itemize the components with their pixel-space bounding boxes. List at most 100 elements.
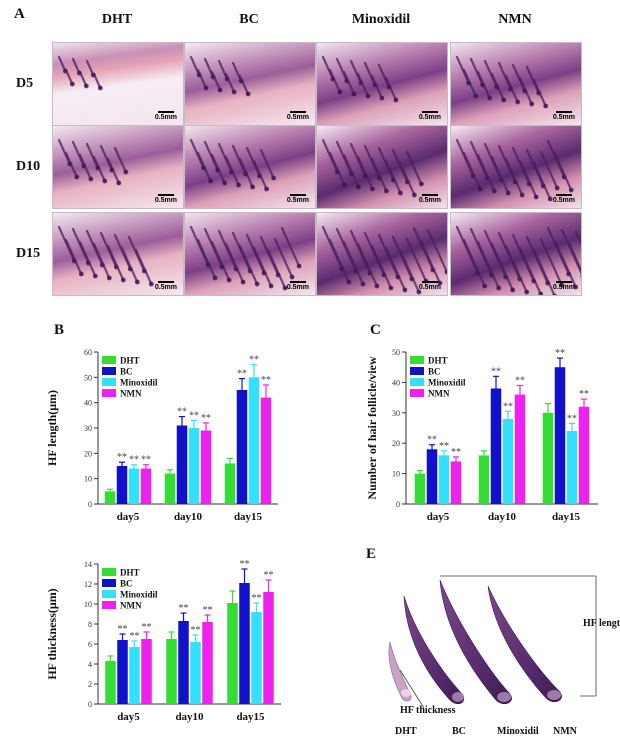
y-tick-label: 10: [84, 475, 92, 484]
x-category-label: day15: [552, 511, 581, 523]
y-tick-label: 4: [88, 660, 92, 669]
scale-bar: 0.5mm: [287, 194, 309, 204]
legend-swatch-dht: [410, 356, 424, 364]
bar-dht-day10: [478, 455, 490, 504]
y-tick-label: 50: [392, 348, 400, 357]
legend-swatch-minoxidil: [102, 378, 116, 386]
legend-label-dht: DHT: [428, 356, 448, 366]
row-header-d15: D15: [16, 246, 41, 261]
bar-dht-day10: [166, 639, 177, 704]
micrograph-bc-d5: 0.5mm: [184, 42, 316, 126]
bar-nmn-day15: [263, 592, 274, 704]
row-header-d10: D10: [16, 159, 41, 174]
significance-mark: **: [249, 355, 259, 366]
legend-swatch-dht: [102, 356, 116, 364]
legend-swatch-minoxidil: [410, 378, 424, 386]
y-tick-label: 10: [392, 470, 400, 479]
scale-bar: 0.5mm: [553, 111, 575, 121]
x-category-label: day5: [117, 711, 140, 723]
significance-mark: **: [240, 559, 250, 570]
micrograph-nmn-d5: 0.5mm: [450, 42, 582, 126]
y-tick-label: 6: [88, 640, 92, 649]
x-category-label: day5: [427, 511, 450, 523]
column-header-nmn: NMN: [498, 12, 532, 27]
significance-mark: **: [118, 624, 128, 635]
bar-dht-day15: [227, 603, 238, 704]
follicle-minoxidil: [439, 579, 512, 705]
e-group-minoxidil: Minoxidil: [497, 726, 539, 737]
bar-bc-day5: [117, 640, 128, 704]
column-header-dht: DHT: [101, 12, 133, 27]
legend-swatch-nmn: [102, 601, 116, 609]
significance-mark: **: [237, 369, 247, 380]
panel-letter-b: B: [54, 322, 64, 338]
micrograph-dht-d10: 0.5mm: [52, 125, 184, 209]
y-tick-label: 20: [84, 449, 92, 458]
bar-minoxidil-day15: [566, 431, 578, 504]
scale-bar: 0.5mm: [419, 111, 441, 121]
bar-nmn-day5: [141, 639, 152, 704]
bar-minoxidil-day15: [251, 612, 262, 704]
micrograph-dht-d5: 0.5mm: [52, 42, 184, 126]
significance-mark: **: [451, 447, 461, 458]
y-axis-label: HF thickness(μm): [45, 588, 59, 679]
scale-bar: 0.5mm: [419, 281, 441, 291]
bar-bc-day15: [239, 583, 250, 704]
significance-mark: **: [252, 593, 262, 604]
y-tick-label: 0: [88, 500, 92, 509]
bar-bc-day5: [116, 466, 128, 504]
x-category-label: day10: [175, 711, 204, 723]
significance-mark: **: [264, 570, 274, 581]
bar-minoxidil-day5: [129, 647, 140, 704]
bar-dht-day5: [104, 491, 116, 504]
y-tick-label: 40: [84, 399, 92, 408]
hf-thickness-label: HF thickness: [400, 705, 456, 716]
panel-letter-c: C: [370, 322, 381, 338]
scale-bar: 0.5mm: [287, 111, 309, 121]
bar-bc-day15: [236, 390, 248, 504]
bar-dht-day10: [164, 473, 176, 504]
bar-dht-day5: [105, 661, 116, 704]
legend-swatch-dht: [102, 568, 116, 576]
significance-mark: **: [261, 375, 271, 386]
legend-swatch-bc: [102, 579, 116, 587]
chart-c-hair-follicle-count: C 0 10 20 30 40 50 Number of hair follicle/view…: [365, 322, 598, 523]
bar-dht-day15: [224, 463, 236, 504]
legend-swatch-nmn: [410, 389, 424, 397]
legend-label-dht: DHT: [120, 356, 140, 366]
follicle-dht: [388, 641, 412, 702]
hf-length-label: HF length: [583, 618, 620, 629]
bar-nmn-day10: [200, 430, 212, 504]
y-tick-label: 30: [392, 409, 400, 418]
legend-swatch-nmn: [102, 389, 116, 397]
legend-swatch-bc: [102, 367, 116, 375]
bar-minoxidil-day15: [248, 377, 260, 504]
micrograph-minoxidil-d10: 0.5mm: [316, 125, 448, 209]
micrograph-nmn-d10: 0.5mm: [450, 125, 582, 209]
bar-minoxidil-day10: [190, 642, 201, 704]
micrograph-nmn-d15: 0.5mm: [450, 212, 582, 296]
significance-mark: **: [177, 407, 187, 418]
bar-nmn-day15: [260, 397, 272, 504]
significance-mark: **: [427, 435, 437, 446]
x-category-label: day10: [174, 511, 203, 523]
y-tick-label: 12: [84, 580, 92, 589]
significance-mark: **: [141, 455, 151, 466]
legend-label-dht: DHT: [120, 568, 140, 578]
significance-mark: **: [179, 603, 189, 614]
significance-mark: **: [439, 441, 449, 452]
x-category-label: day5: [117, 511, 140, 523]
y-tick-label: 2: [88, 680, 92, 689]
legend-label-bc: BC: [120, 579, 133, 589]
significance-mark: **: [117, 452, 127, 463]
bar-dht-day5: [414, 473, 426, 504]
scale-bar: 0.5mm: [419, 194, 441, 204]
y-tick-label: 10: [84, 600, 92, 609]
y-axis-label: Number of hair follicle/view: [365, 356, 379, 500]
column-header-bc: BC: [239, 12, 259, 27]
x-category-label: day15: [236, 711, 265, 723]
y-tick-label: 20: [392, 439, 400, 448]
scale-bar: 0.5mm: [155, 281, 177, 291]
legend-label-nmn: NMN: [428, 389, 450, 399]
scale-bar: 0.5mm: [155, 111, 177, 121]
